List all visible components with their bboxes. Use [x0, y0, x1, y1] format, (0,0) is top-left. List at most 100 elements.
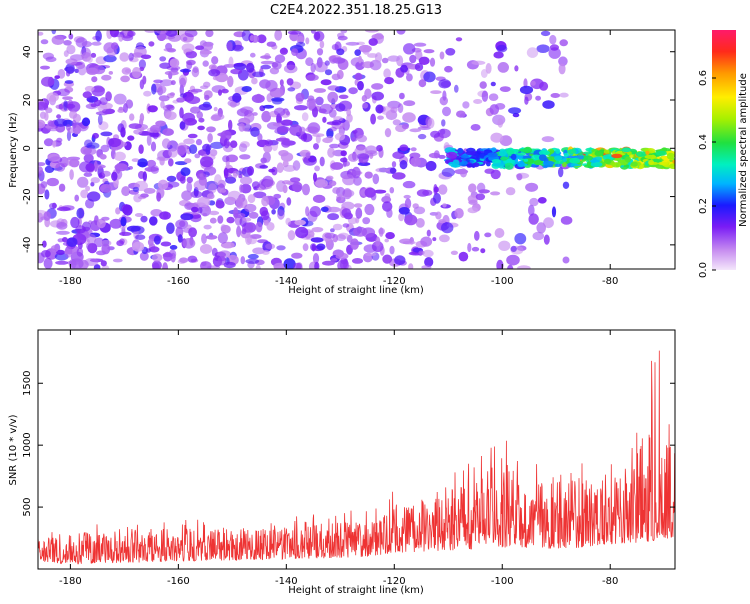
heatmap-noise-cell: [66, 103, 76, 109]
heatmap-noise-cell: [335, 252, 349, 260]
heatmap-noise-cell: [249, 234, 262, 239]
heatmap-noise-cell: [125, 69, 131, 73]
heatmap-band-cell: [624, 156, 632, 163]
heatmap-noise-cell: [208, 183, 217, 194]
heatmap-noise-cell: [481, 90, 489, 102]
x-tick-label: -80: [602, 276, 618, 287]
heatmap-noise-cell: [308, 101, 316, 110]
heatmap-noise-cell: [269, 67, 280, 75]
heatmap-noise-cell: [225, 176, 237, 184]
heatmap-noise-cell: [47, 127, 60, 132]
heatmap-band-cell: [658, 161, 668, 166]
heatmap-noise-cell: [240, 256, 246, 265]
heatmap-noise-cell: [406, 73, 413, 82]
heatmap-noise-cell: [276, 162, 284, 173]
heatmap-noise-cell: [169, 58, 180, 68]
heatmap-noise-cell: [165, 111, 177, 120]
heatmap-noise-cell: [40, 181, 48, 189]
x-tick-label: -120: [383, 576, 406, 587]
heatmap-noise-cell: [276, 126, 290, 133]
heatmap-noise-cell: [179, 121, 186, 130]
heatmap-band-cell: [444, 147, 456, 154]
heatmap-noise-cell: [201, 233, 207, 245]
heatmap-noise-cell: [310, 243, 317, 251]
x-tick-label: -160: [167, 276, 190, 287]
heatmap-band-cell: [629, 154, 634, 158]
heatmap-noise-cell: [81, 117, 91, 127]
heatmap-noise-cell: [330, 162, 344, 170]
heatmap-noise-cell: [340, 30, 348, 34]
heatmap-noise-cell: [56, 114, 62, 119]
heatmap-noise-cell: [271, 209, 276, 215]
heatmap-noise-cell: [162, 252, 173, 258]
heatmap-noise-cell: [271, 97, 285, 102]
heatmap-band-cell: [554, 163, 562, 167]
chart-title: C2E4.2022.351.18.25.G13: [270, 3, 442, 18]
heatmap-noise-cell: [536, 222, 546, 234]
colorbar: 0.0 0.2 0.4 0.6 Normalized spectral amplitu…: [698, 30, 749, 278]
heatmap-noise-cell: [51, 35, 65, 45]
heatmap-noise-cell: [266, 222, 275, 231]
heatmap-noise-cell: [197, 125, 205, 131]
heatmap-noise-cell: [351, 258, 364, 264]
heatmap-noise-cell: [169, 92, 175, 96]
heatmap-noise-cell: [485, 63, 492, 74]
heatmap-noise-cell: [160, 241, 172, 247]
heatmap-band-cell: [533, 159, 544, 166]
heatmap-noise-cell: [505, 187, 516, 196]
heatmap-band-cell: [645, 150, 650, 155]
heatmap-noise-cell: [223, 261, 236, 269]
heatmap-noise-cell: [497, 62, 509, 73]
heatmap-noise-cell: [331, 73, 341, 81]
heatmap-noise-cell: [207, 193, 215, 200]
heatmap-noise-cell: [188, 227, 198, 238]
heatmap-band-cell: [516, 152, 527, 156]
heatmap-noise-cell: [455, 37, 463, 42]
heatmap-noise-cell: [75, 225, 86, 234]
heatmap-noise-cell: [47, 153, 61, 162]
heatmap-band-cell: [603, 158, 612, 164]
heatmap-noise-cell: [215, 199, 222, 206]
heatmap-noise-cell: [139, 113, 145, 123]
heatmap-noise-cell: [128, 52, 134, 61]
y-tick-label: 1500: [22, 371, 33, 396]
heatmap-noise-cell: [208, 69, 221, 77]
heatmap-noise-cell: [274, 107, 286, 117]
heatmap-noise-cell: [383, 68, 391, 79]
heatmap-noise-cell: [315, 179, 328, 188]
heatmap-noise-cell: [423, 49, 435, 54]
heatmap-noise-cell: [543, 217, 554, 229]
heatmap-noise-cell: [459, 168, 468, 178]
heatmap-noise-cell: [354, 49, 362, 56]
heatmap-noise-cell: [558, 167, 564, 178]
heatmap-y-label: Frequency (Hz): [8, 112, 19, 188]
heatmap-band-cell: [569, 157, 581, 164]
snr-x-label: Height of straight line (km): [288, 585, 424, 596]
heatmap-noise-cell: [480, 248, 486, 254]
heatmap-noise-cell: [44, 189, 50, 200]
heatmap-noise-cell: [357, 134, 368, 143]
heatmap-noise-cell: [100, 260, 107, 267]
heatmap-noise-cell: [277, 209, 285, 220]
heatmap-noise-cell: [296, 35, 305, 44]
heatmap-noise-cell: [375, 167, 389, 173]
heatmap-noise-cell: [489, 104, 500, 115]
heatmap-band-cell: [450, 164, 461, 168]
heatmap-noise-cell: [364, 203, 375, 216]
heatmap-noise-cell: [131, 158, 140, 163]
heatmap-band-cell: [503, 159, 514, 164]
heatmap-noise-cell: [182, 36, 188, 42]
heatmap-noise-cell: [85, 163, 95, 172]
heatmap-noise-cell: [200, 50, 212, 55]
heatmap-panel: -180 -160 -140 -120 -100 -80 -40 -20 0 20 40 Heig…: [8, 29, 676, 296]
heatmap-noise-cell: [140, 193, 149, 198]
heatmap-noise-cell: [336, 194, 345, 202]
heatmap-noise-cell: [532, 231, 545, 241]
heatmap-band-cell: [635, 151, 648, 157]
heatmap-noise-cell: [193, 180, 208, 191]
heatmap-noise-cell: [197, 207, 203, 214]
heatmap-noise-cell: [74, 194, 79, 202]
heatmap-band-cell: [452, 159, 460, 166]
heatmap-noise-cell: [46, 92, 59, 102]
heatmap-noise-cell: [45, 107, 53, 114]
